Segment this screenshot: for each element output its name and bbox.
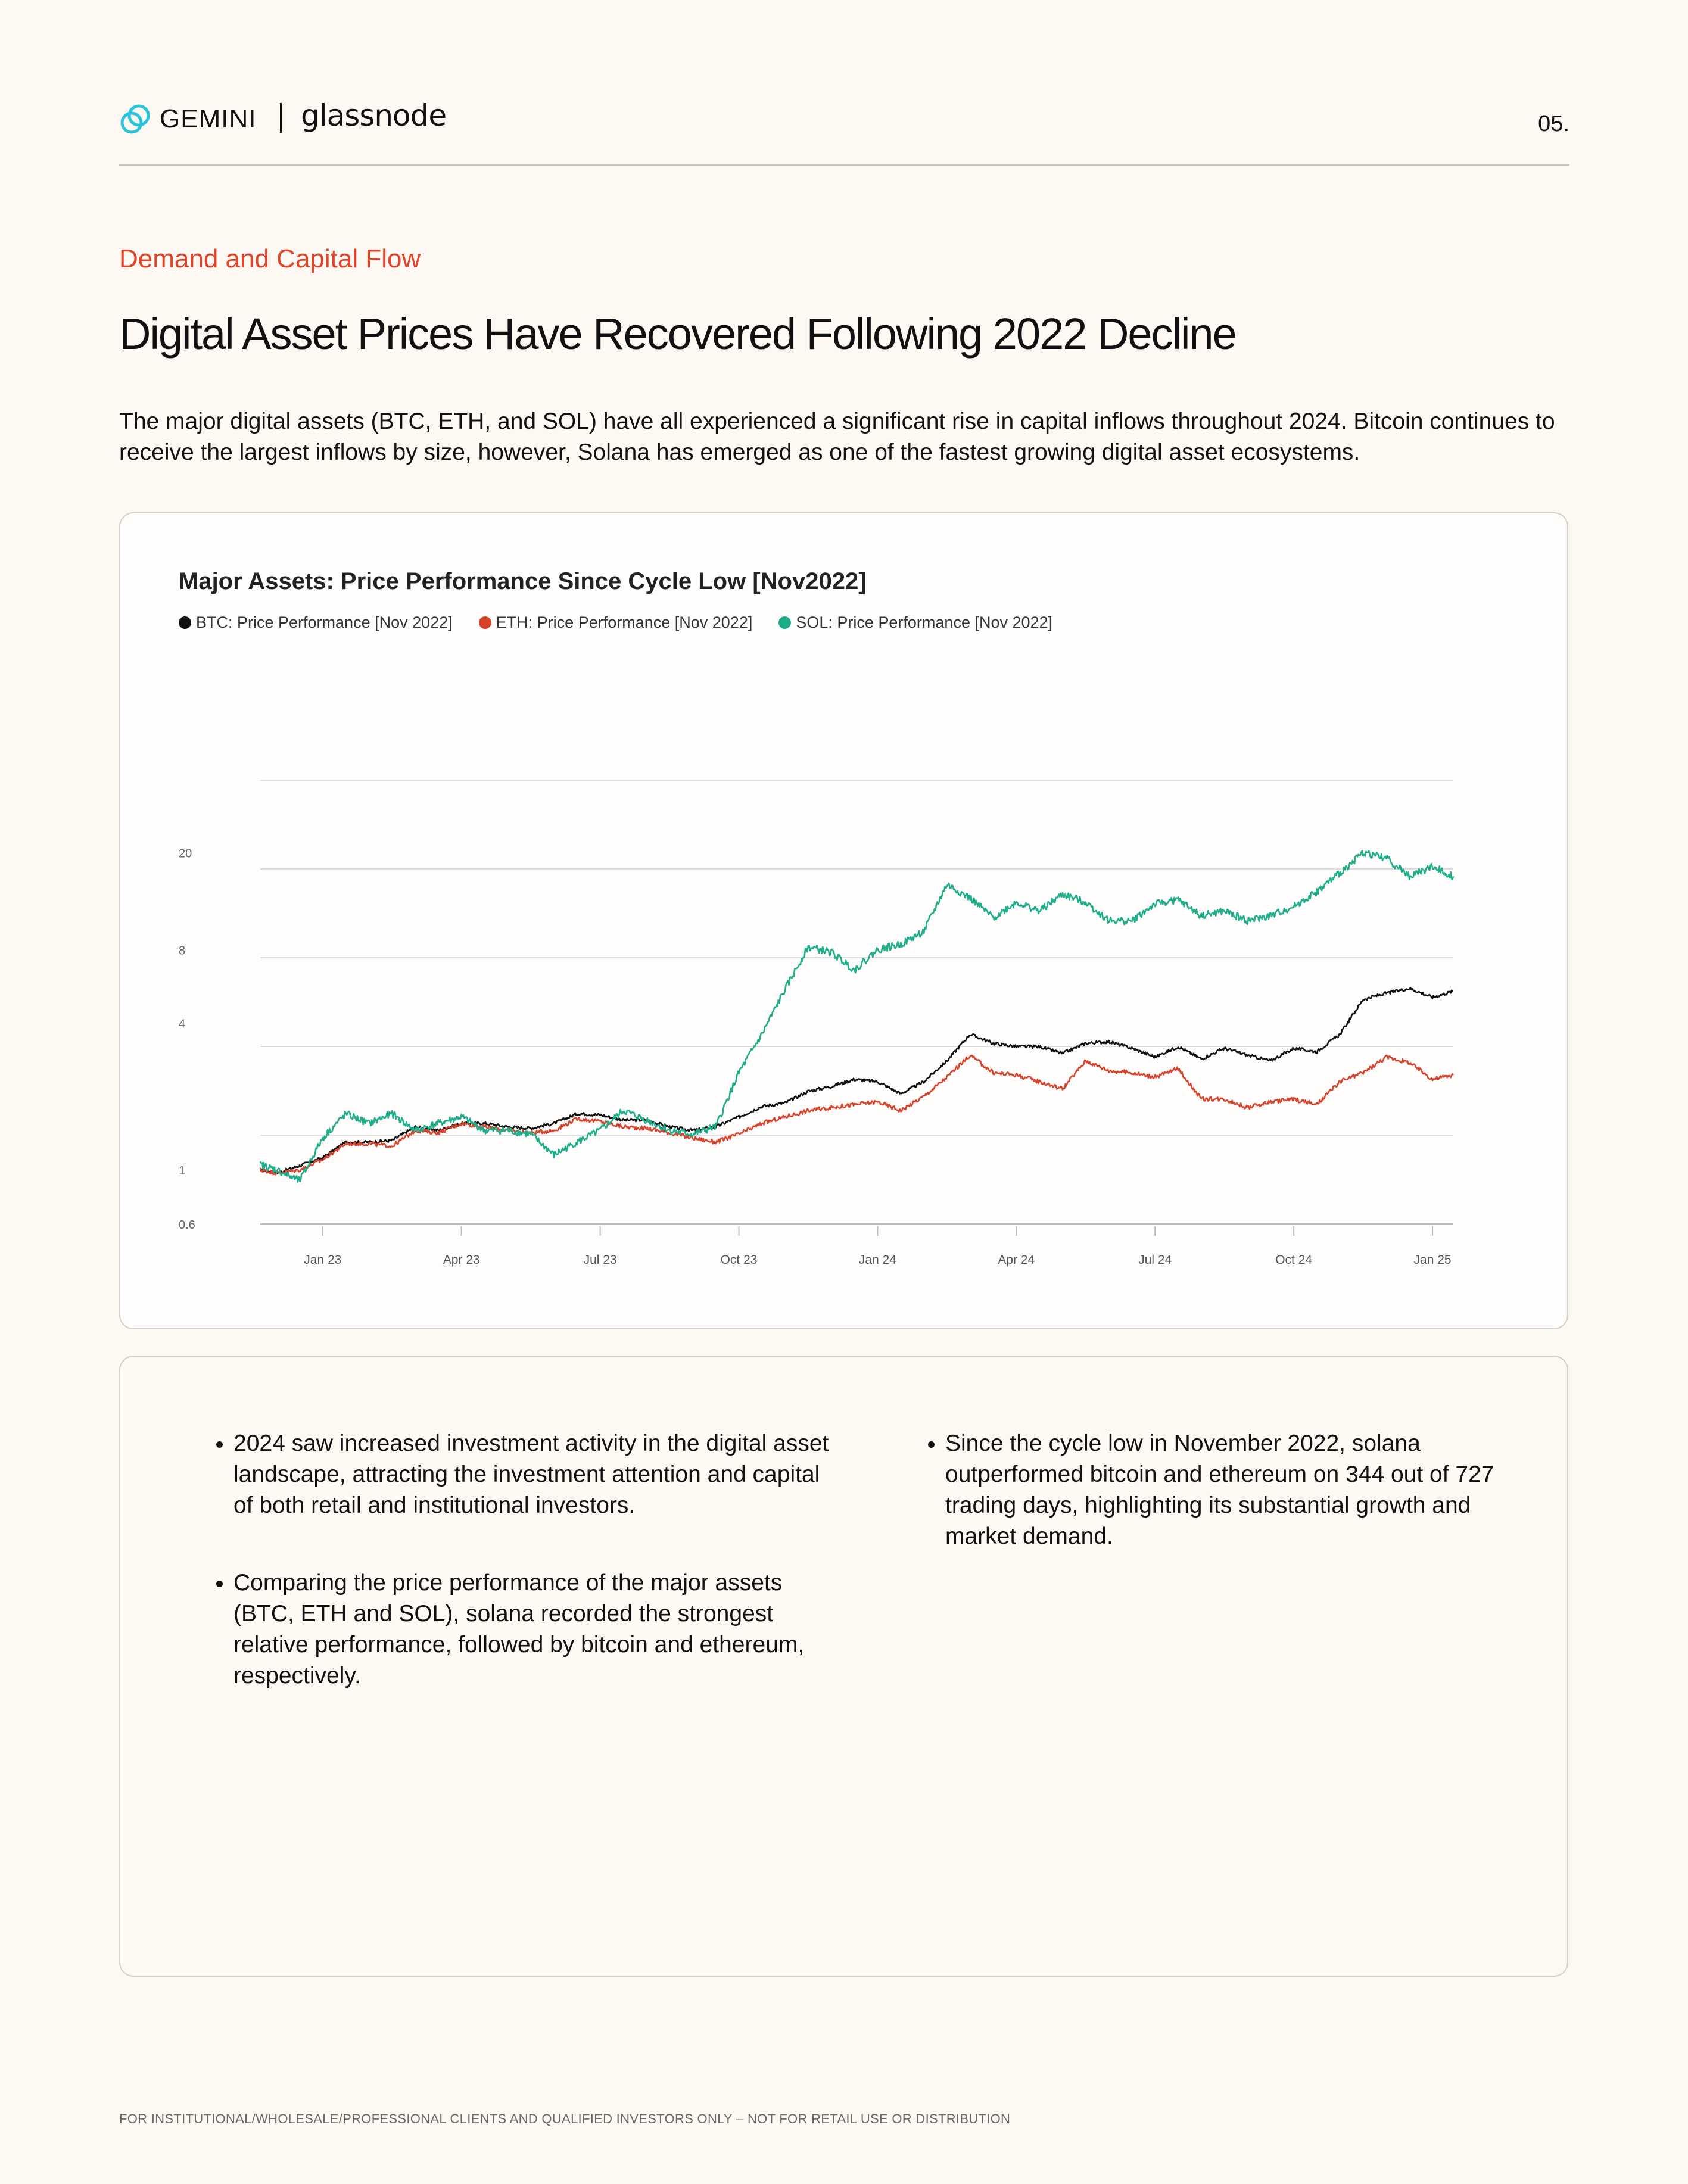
legend-item-eth: ETH: Price Performance [Nov 2022] [478, 613, 753, 632]
insights-left-column: 2024 saw increased investment activity i… [208, 1428, 829, 1738]
legend-item-sol: SOL: Price Performance [Nov 2022] [778, 613, 1052, 632]
insight-bullet: Since the cycle low in November 2022, so… [945, 1428, 1541, 1552]
series-line-sol [259, 850, 1455, 1183]
glassnode-wordmark: glassnode [301, 98, 447, 133]
x-tick-label: Oct 23 [721, 1253, 758, 1267]
legend-label-sol: SOL: Price Performance [Nov 2022] [796, 613, 1053, 631]
legend-item-btc: BTC: Price Performance [Nov 2022] [179, 613, 453, 632]
insight-bullet: Comparing the price performance of the m… [233, 1568, 829, 1691]
legend-marker-eth [478, 616, 491, 629]
series-line-eth [259, 1054, 1454, 1176]
y-tick-label: 0.6 [179, 1219, 195, 1232]
y-tick-label: 4 [179, 1018, 185, 1031]
y-tick-label: 8 [179, 944, 185, 957]
series-line-btc [260, 986, 1454, 1175]
page-title: Digital Asset Prices Have Recovered Foll… [119, 309, 1237, 359]
page-number: 05. [1538, 111, 1569, 136]
x-tick-label: Jan 24 [859, 1253, 896, 1267]
y-tick-label: 1 [179, 1164, 185, 1177]
legend-label-btc: BTC: Price Performance [Nov 2022] [196, 613, 453, 631]
legend-label-eth: ETH: Price Performance [Nov 2022] [496, 613, 753, 631]
logo-divider [280, 103, 282, 133]
legend-marker-sol [778, 616, 792, 629]
x-tick-label: Apr 23 [443, 1253, 480, 1267]
gemini-logo: GEMINI [119, 101, 256, 137]
chart-title: Major Assets: Price Performance Since Cy… [179, 568, 867, 594]
legend-marker-btc [179, 616, 191, 629]
x-tick-label: Oct 24 [1275, 1253, 1312, 1267]
x-tick-label: Jul 24 [1138, 1253, 1172, 1267]
x-tick-label: Jul 23 [584, 1253, 617, 1267]
x-tick-label: Jan 25 [1414, 1253, 1452, 1267]
y-tick-label: 20 [179, 847, 192, 860]
insight-bullet: 2024 saw increased investment activity i… [233, 1428, 829, 1521]
x-tick-label: Apr 24 [998, 1253, 1035, 1267]
chart-card: Major Assets: Price Performance Since Cy… [119, 512, 1568, 1329]
section-label: Demand and Capital Flow [119, 244, 421, 273]
disclaimer-footer: FOR INSTITUTIONAL/WHOLESALE/PROFESSIONAL… [119, 2111, 1011, 2126]
page-header: GEMINI glassnode 05. [119, 98, 1569, 140]
intro-paragraph: The major digital assets (BTC, ETH, and … [119, 409, 1555, 465]
insights-card: 2024 saw increased investment activity i… [119, 1356, 1568, 1977]
header-divider [119, 164, 1569, 166]
chart-legend: BTC: Price Performance [Nov 2022] ETH: P… [179, 613, 1079, 632]
gemini-wordmark: GEMINI [160, 104, 257, 133]
insights-right-column: Since the cycle low in November 2022, so… [920, 1428, 1541, 1599]
gemini-icon [120, 104, 150, 134]
price-performance-chart: 20 8 4 1 0.6 Jan 23 Apr 23 Jul 23 Oct 23 Jan 24 Ap… [179, 780, 1455, 1267]
x-tick-label: Jan 23 [304, 1253, 341, 1267]
